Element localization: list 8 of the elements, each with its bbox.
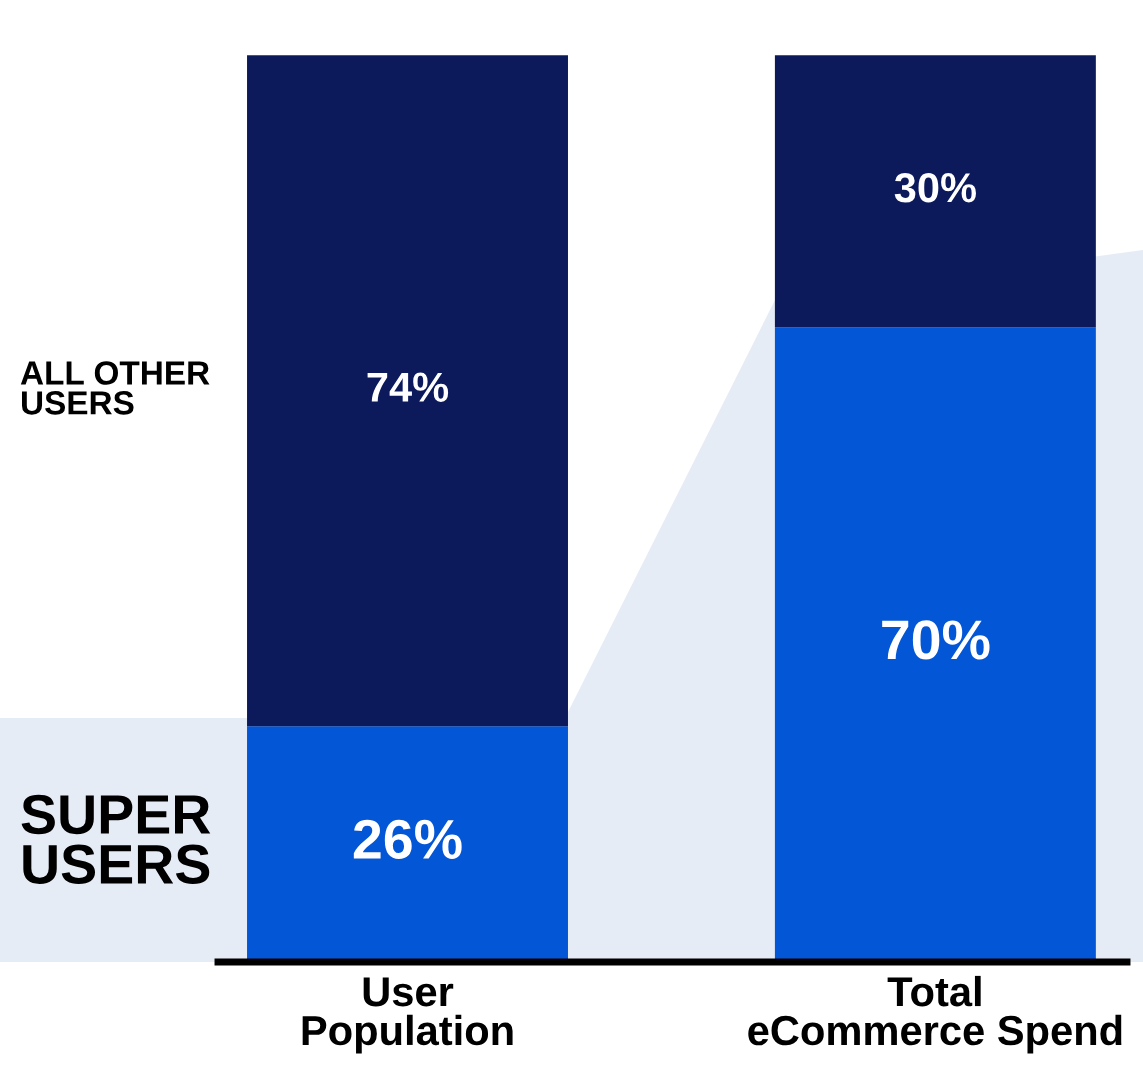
series-label: ALL OTHER USERS [20,361,210,415]
series-label: SUPER USERS [21,794,211,884]
data-label: 26% [353,819,462,860]
x-tick-label: User Population [302,977,513,1054]
data-label: 70% [882,620,990,660]
data-label: 74% [367,372,449,402]
x-tick-label: Total eCommerce Spend [748,975,1122,1054]
data-label: 30% [894,173,976,203]
